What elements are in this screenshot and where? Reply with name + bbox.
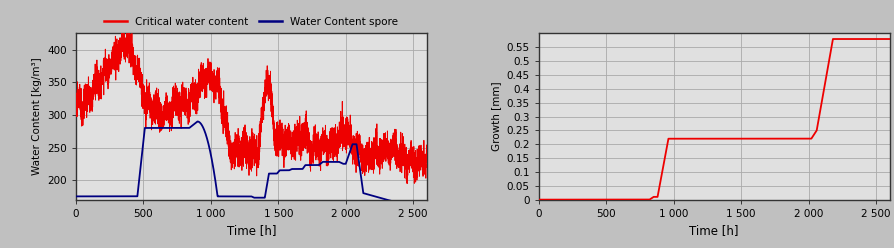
Y-axis label: Growth [mm]: Growth [mm] [491, 82, 502, 151]
Legend: Critical water content, Water Content spore: Critical water content, Water Content sp… [105, 17, 399, 27]
X-axis label: Time [h]: Time [h] [689, 224, 739, 237]
Y-axis label: Water Content [kg/m³]: Water Content [kg/m³] [31, 58, 42, 175]
X-axis label: Time [h]: Time [h] [226, 224, 276, 237]
